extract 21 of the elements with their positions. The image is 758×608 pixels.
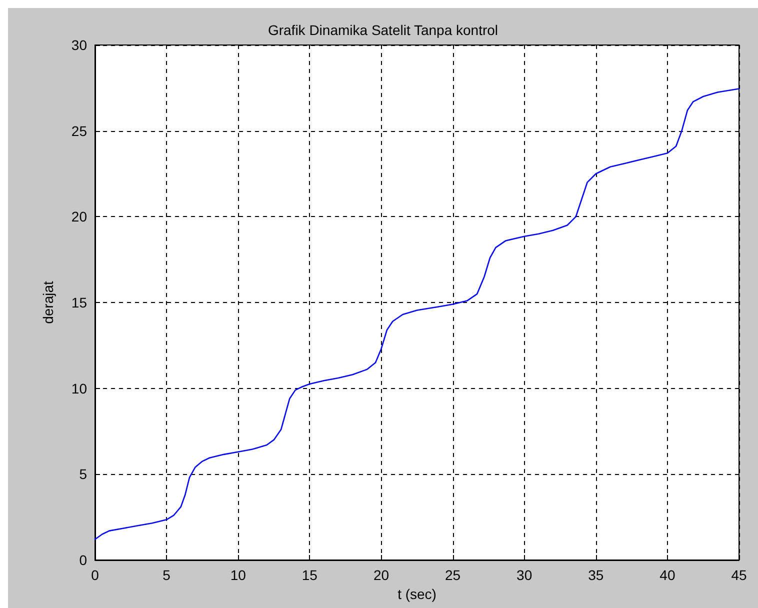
x-tick-label: 30 (516, 567, 532, 583)
x-tick-label: 10 (230, 567, 246, 583)
y-tick-label: 10 (71, 380, 88, 396)
y-tick-label: 20 (71, 208, 88, 225)
x-tick-label: 5 (162, 567, 171, 583)
line-series (94, 88, 740, 540)
x-tick-label: 40 (660, 567, 676, 583)
chart-title: Grafik Dinamika Satelit Tanpa kontrol (268, 22, 498, 38)
x-tick-label: 15 (302, 567, 318, 583)
y-tick-label: 5 (79, 466, 88, 482)
x-axis-title: t (sec) (398, 586, 436, 602)
x-tick-label: 45 (731, 567, 747, 583)
x-tick-label: 35 (588, 567, 604, 583)
y-tick-label: 25 (71, 122, 88, 139)
x-tick-label: 25 (444, 567, 461, 583)
x-tick-label: 20 (373, 567, 390, 583)
y-axis-title: derajat (40, 280, 56, 324)
y-tick-label: 30 (71, 37, 88, 53)
y-tick-label: 0 (79, 552, 88, 568)
y-tick-label: 15 (71, 294, 88, 310)
x-tick-label: 0 (91, 567, 100, 583)
